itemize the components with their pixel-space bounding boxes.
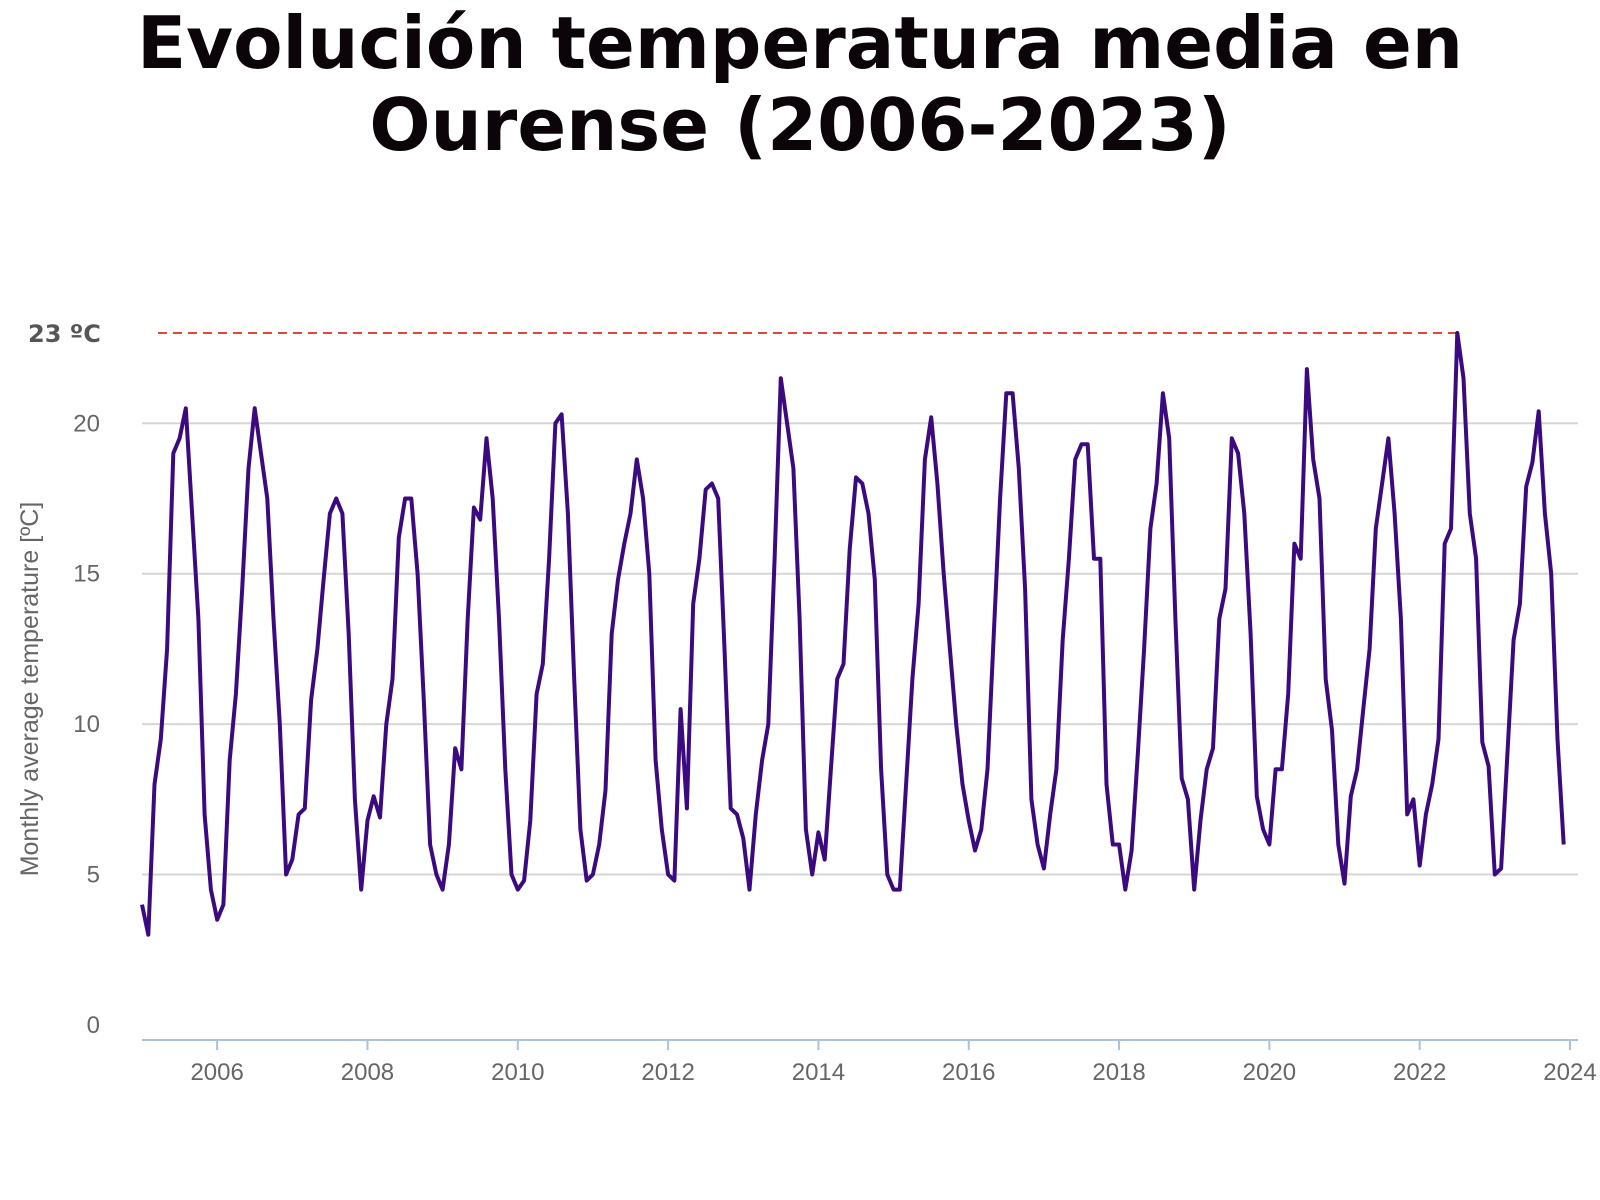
data-points (141, 332, 1564, 935)
y-tick-label: 20 (73, 410, 100, 437)
x-tick-labels: 2006 2008 2010 2012 2014 2016 2018 2020 2022 2024 (190, 1059, 1596, 1086)
grid-lines (142, 422, 1578, 876)
x-axis (142, 1039, 1578, 1050)
x-tick-label: 2018 (1092, 1059, 1145, 1086)
y-tick-label: 0 (87, 1012, 100, 1039)
y-tick-labels: 0 5 10 15 20 (73, 410, 100, 1039)
chart-title: Evolución temperatura media en Ourense (… (136, 1, 1464, 167)
x-tick-label: 2014 (792, 1059, 845, 1086)
x-tick-label: 2024 (1543, 1059, 1596, 1086)
y-tick-label: 10 (73, 711, 100, 738)
y-tick-label: 15 (73, 561, 100, 588)
temperature-series-line (140, 331, 1566, 937)
x-tick-label: 2016 (942, 1059, 995, 1086)
x-tick-label: 2022 (1393, 1059, 1446, 1086)
reference-line-label: 23 ºC (28, 320, 101, 348)
x-tick-label: 2010 (491, 1059, 544, 1086)
x-tick-label: 2008 (341, 1059, 394, 1086)
y-axis-label: Monthly average temperature [ºC] (16, 502, 44, 877)
x-tick-label: 2020 (1243, 1059, 1296, 1086)
x-tick-label: 2006 (190, 1059, 243, 1086)
y-tick-label: 5 (87, 862, 100, 889)
x-tick-label: 2012 (641, 1059, 694, 1086)
